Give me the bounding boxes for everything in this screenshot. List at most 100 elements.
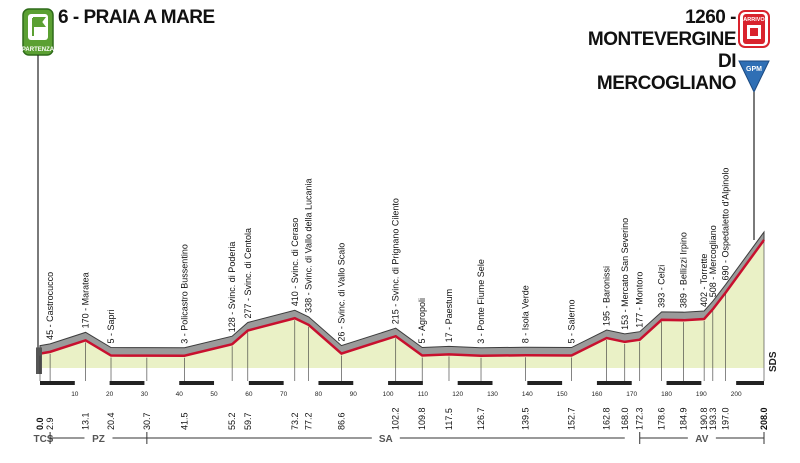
waypoint-km: 139.5	[521, 407, 531, 430]
waypoint-km: 86.6	[336, 412, 346, 430]
km-tick-label: 140	[522, 391, 533, 398]
waypoint-km: 152.7	[567, 407, 577, 430]
km-tick-label: 100	[383, 391, 394, 398]
waypoint-km: 73.2	[290, 412, 300, 430]
road-line	[39, 239, 766, 357]
waypoint-name: 277 - Svinc. di Centola	[243, 228, 253, 319]
waypoint-name: 690 - Ospedaletto d'Alpinolo	[721, 168, 731, 281]
km-tick-label: 20	[106, 391, 114, 398]
km-tick-label: 40	[176, 391, 184, 398]
start-name: PRAIA A MARE	[83, 7, 215, 28]
km-dash-gap	[422, 381, 458, 385]
km-tick-label: 160	[591, 391, 602, 398]
gpm-triangle-icon	[738, 60, 770, 94]
province-label-bg	[371, 431, 400, 445]
profile-layer	[36, 230, 766, 374]
waypoint-km: 20.4	[106, 412, 116, 430]
waypoint-name: 45 - Castrocucco	[45, 272, 55, 340]
km-dash-gap	[144, 381, 180, 385]
finish-badge: ARRIVO	[738, 10, 770, 48]
km-tick-label: 30	[141, 391, 149, 398]
gpm-marker: GPM	[738, 60, 770, 94]
waypoint-name: 338 - Svinc. di Vallo della Lucania	[304, 178, 314, 312]
km-tick-label: 110	[418, 391, 429, 398]
waypoint-km: 109.8	[417, 407, 427, 430]
waypoint-name: 402 - Torrette	[699, 254, 709, 307]
km-tick-label: 70	[280, 391, 288, 398]
km-tick-label: 80	[315, 391, 323, 398]
km-tick-label: 170	[626, 391, 637, 398]
finish-name-line2: DI MERCOGLIANO	[596, 51, 737, 94]
waypoint-km: 55.2	[227, 412, 237, 430]
waypoint-name: 177 - Montoro	[635, 272, 645, 328]
waypoint-name: 26 - Svinc. di Vallo Scalo	[336, 243, 346, 342]
waypoint-km: 41.5	[179, 412, 189, 430]
waypoint-name: 3 - Policastro Bussentino	[179, 244, 189, 344]
km-tick-label: 130	[487, 391, 498, 398]
gpm-label: GPM	[746, 66, 762, 73]
waypoint-km: 190.8	[699, 407, 709, 430]
waypoint-name: 215 - Svinc. di Prignano Cilento	[391, 198, 401, 324]
km-dash-bar	[40, 381, 764, 385]
km-tick-label: 120	[452, 391, 463, 398]
waypoint-name: 410 - Svinc. di Ceraso	[290, 218, 300, 307]
province-bar: TCS PZ SA AV	[29, 431, 765, 445]
waypoint-km: 117.5	[444, 408, 454, 430]
km-dash-gap	[701, 381, 737, 385]
waypoint-km: 30.7	[142, 412, 152, 430]
profile-front-face	[36, 347, 42, 374]
waypoint-km: 168.0	[620, 407, 630, 430]
km-dash-gap	[283, 381, 319, 385]
waypoint-km: 77.2	[304, 412, 314, 430]
waypoint-name: 389 - Bellizzi Irpino	[679, 232, 689, 308]
km-dash-gap	[353, 381, 389, 385]
waypoint-km: 2.9	[45, 417, 55, 430]
waypoint-km: 172.3	[635, 407, 645, 430]
km-tick-label: 50	[210, 391, 218, 398]
km-tick-label: 150	[557, 391, 568, 398]
km-tick-label: 10	[71, 391, 79, 398]
waypoint-name: 508 - Mercogliano	[708, 225, 718, 297]
waypoint-km: 184.9	[679, 407, 689, 430]
km-dash-gap	[74, 381, 110, 385]
waypoint-name: 8 - Isola Verde	[521, 285, 531, 343]
start-title: 6 - PRAIA A MARE	[58, 7, 215, 28]
finish-altitude: 1260	[685, 7, 726, 28]
km-dash-gap	[770, 381, 800, 385]
waypoint-name: 393 - Celzi	[657, 265, 667, 308]
waypoint-labels: 0.0 2.9 45 - Castrocucco 13.1 170 - Maratea 2…	[35, 168, 769, 430]
waypoint-name: 128 - Svinc. di Poderia	[227, 242, 237, 333]
waypoint-name: 3 - Ponte Fiume Sele	[476, 259, 486, 344]
province-label: SA	[379, 434, 393, 445]
waypoint-name: 153 - Mercato San Severino	[620, 218, 630, 330]
km-tick-label: 60	[245, 391, 253, 398]
start-altitude: 6	[58, 7, 69, 28]
finish-name-line1: MONTEVERGINE	[587, 29, 737, 50]
waypoint-km: 59.7	[243, 412, 253, 430]
finish-badge-label: ARRIVO	[743, 17, 765, 23]
km-axis: 10 20 30 40 50 60 70 80 90 100 110 120 130 140 150 160 1…	[40, 381, 800, 398]
flag-icon	[32, 17, 46, 36]
waypoint-km: 208.0	[759, 407, 769, 430]
km-dash-gap	[631, 381, 667, 385]
waypoint-km: 102.2	[391, 407, 401, 430]
sds-label: SDS	[768, 351, 779, 372]
waypoint-km: 178.6	[657, 407, 667, 430]
province-label: TCS	[33, 434, 53, 445]
waypoint-name: 17 - Paestum	[444, 289, 454, 343]
start-badge: PARTENZA	[22, 8, 55, 56]
province-label: PZ	[92, 434, 105, 445]
waypoint-km: 126.7	[476, 407, 486, 430]
waypoint-km: 197.0	[721, 407, 731, 430]
waypoint-name: 5 - Salerno	[567, 300, 577, 344]
km-tick-label: 90	[350, 391, 358, 398]
km-dash-gap	[492, 381, 528, 385]
start-badge-label: PARTENZA	[22, 47, 55, 53]
km-tick-label: 180	[661, 391, 672, 398]
province-label-bg	[84, 431, 113, 445]
ground-area	[40, 240, 764, 368]
province-label-bg	[687, 431, 716, 445]
km-dash-gap	[214, 381, 249, 385]
